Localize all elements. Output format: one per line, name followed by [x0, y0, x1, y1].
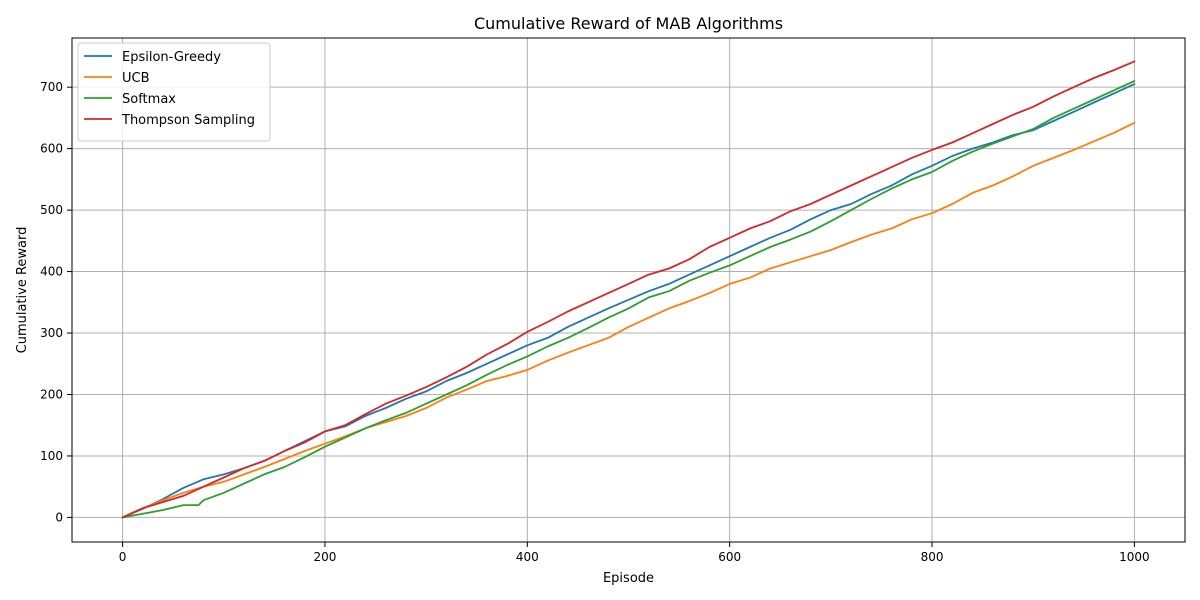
legend-label-ucb: UCB: [122, 71, 150, 86]
x-tick-label: 600: [718, 550, 741, 564]
legend-label-softmax: Softmax: [122, 92, 176, 107]
x-tick-label: 400: [516, 550, 539, 564]
series-line-ucb: [121, 121, 1136, 519]
series-line-thompson-sampling: [121, 60, 1136, 519]
y-tick-label: 0: [55, 510, 63, 524]
x-tick-label: 1000: [1119, 550, 1150, 564]
y-tick-label: 400: [40, 265, 63, 279]
legend: Epsilon-Greedy UCB Softmax Thompson Samplin…: [77, 42, 271, 142]
x-tick-label: 0: [119, 550, 127, 564]
y-tick-label: 300: [40, 326, 63, 340]
y-tick-label: 200: [40, 387, 63, 401]
x-tick-label: 200: [314, 550, 337, 564]
y-tick-label: 500: [40, 203, 63, 217]
chart-title: Cumulative Reward of MAB Algorithms: [474, 14, 783, 33]
legend-label-thompson-sampling: Thompson Sampling: [121, 113, 255, 128]
series-lines: [121, 60, 1136, 519]
x-tick-label: 800: [921, 550, 944, 564]
legend-box: [77, 42, 271, 142]
y-tick-label: 100: [40, 449, 63, 463]
axis-ticks: 0 200 400 600 800 1000 0 100 200 300 400 500 600 700: [40, 80, 1150, 564]
legend-label-epsilon-greedy: Epsilon-Greedy: [122, 50, 221, 65]
plot-frame: [71, 37, 1186, 543]
x-axis-label: Episode: [603, 571, 654, 586]
y-axis-label: Cumulative Reward: [15, 227, 30, 354]
series-line-softmax: [121, 80, 1136, 519]
y-tick-label: 700: [40, 80, 63, 94]
y-tick-label: 600: [40, 142, 63, 156]
